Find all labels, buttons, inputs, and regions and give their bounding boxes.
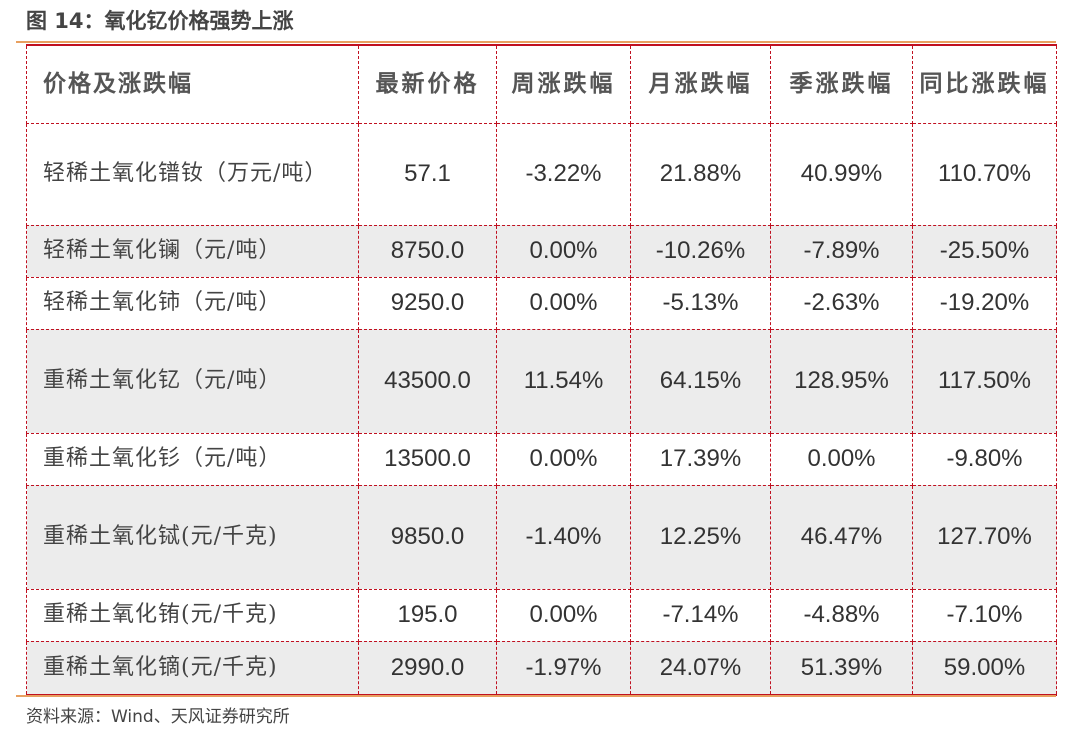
row-month: 24.07% xyxy=(630,640,771,696)
table-row: 重稀土氧化铕(元/千克) 195.0 0.00% -7.14% -4.88% -… xyxy=(26,588,1057,642)
figure-title: 图 14：氧化钇价格强势上涨 xyxy=(26,9,294,33)
header-cell-month: 月涨跌幅 xyxy=(630,44,771,124)
row-quarter: 46.47% xyxy=(770,484,913,590)
header-cell-price: 最新价格 xyxy=(358,44,497,124)
row-week: -1.40% xyxy=(496,484,631,590)
row-name: 重稀土氧化铕(元/千克) xyxy=(26,588,359,642)
row-name: 轻稀土氧化镨钕（万元/吨） xyxy=(26,122,359,226)
row-yoy: -25.50% xyxy=(912,224,1057,278)
row-yoy: 59.00% xyxy=(912,640,1057,696)
row-name: 轻稀土氧化铈（元/吨） xyxy=(26,276,359,330)
row-yoy: -19.20% xyxy=(912,276,1057,330)
table-row: 重稀土氧化镝(元/千克) 2990.0 -1.97% 24.07% 51.39%… xyxy=(26,640,1057,696)
row-price: 43500.0 xyxy=(358,328,497,434)
row-name: 轻稀土氧化镧（元/吨） xyxy=(26,224,359,278)
row-quarter: -4.88% xyxy=(770,588,913,642)
row-week: -3.22% xyxy=(496,122,631,226)
table-row: 重稀土氧化钐（元/吨） 13500.0 0.00% 17.39% 0.00% -… xyxy=(26,432,1057,486)
header-cell-quarter: 季涨跌幅 xyxy=(770,44,913,124)
header-cell-yoy: 同比涨跌幅 xyxy=(912,44,1057,124)
table-row: 重稀土氧化铽(元/千克) 9850.0 -1.40% 12.25% 46.47%… xyxy=(26,484,1057,590)
row-name: 重稀土氧化钐（元/吨） xyxy=(26,432,359,486)
table-row: 重稀土氧化钇（元/吨） 43500.0 11.54% 64.15% 128.95… xyxy=(26,328,1057,434)
bottom-rule xyxy=(16,695,1056,697)
row-price: 8750.0 xyxy=(358,224,497,278)
row-quarter: 0.00% xyxy=(770,432,913,486)
row-week: 11.54% xyxy=(496,328,631,434)
row-name: 重稀土氧化铽(元/千克) xyxy=(26,484,359,590)
header-row: 价格及涨跌幅 最新价格 周涨跌幅 月涨跌幅 季涨跌幅 同比涨跌幅 xyxy=(26,44,1057,124)
row-price: 2990.0 xyxy=(358,640,497,696)
row-price: 195.0 xyxy=(358,588,497,642)
row-week: 0.00% xyxy=(496,224,631,278)
row-price: 9250.0 xyxy=(358,276,497,330)
row-name: 重稀土氧化钇（元/吨） xyxy=(26,328,359,434)
row-week: 0.00% xyxy=(496,432,631,486)
row-week: 0.00% xyxy=(496,588,631,642)
row-yoy: 117.50% xyxy=(912,328,1057,434)
row-name: 重稀土氧化镝(元/千克) xyxy=(26,640,359,696)
row-month: -10.26% xyxy=(630,224,771,278)
row-week: 0.00% xyxy=(496,276,631,330)
row-price: 13500.0 xyxy=(358,432,497,486)
row-quarter: -7.89% xyxy=(770,224,913,278)
row-month: 17.39% xyxy=(630,432,771,486)
row-quarter: 128.95% xyxy=(770,328,913,434)
row-month: -5.13% xyxy=(630,276,771,330)
table-row: 轻稀土氧化镨钕（万元/吨） 57.1 -3.22% 21.88% 40.99% … xyxy=(26,122,1057,226)
header-cell-week: 周涨跌幅 xyxy=(496,44,631,124)
row-month: 12.25% xyxy=(630,484,771,590)
row-yoy: -7.10% xyxy=(912,588,1057,642)
row-month: 64.15% xyxy=(630,328,771,434)
row-week: -1.97% xyxy=(496,640,631,696)
price-table: 价格及涨跌幅 最新价格 周涨跌幅 月涨跌幅 季涨跌幅 同比涨跌幅 轻稀土氧化镨钕… xyxy=(26,44,1057,696)
table-row: 轻稀土氧化镧（元/吨） 8750.0 0.00% -10.26% -7.89% … xyxy=(26,224,1057,278)
top-rule xyxy=(16,41,1056,43)
row-month: -7.14% xyxy=(630,588,771,642)
row-month: 21.88% xyxy=(630,122,771,226)
row-yoy: 127.70% xyxy=(912,484,1057,590)
header-cell-name: 价格及涨跌幅 xyxy=(26,44,359,124)
row-yoy: 110.70% xyxy=(912,122,1057,226)
table-row: 轻稀土氧化铈（元/吨） 9250.0 0.00% -5.13% -2.63% -… xyxy=(26,276,1057,330)
row-quarter: -2.63% xyxy=(770,276,913,330)
row-price: 9850.0 xyxy=(358,484,497,590)
row-yoy: -9.80% xyxy=(912,432,1057,486)
row-quarter: 40.99% xyxy=(770,122,913,226)
row-price: 57.1 xyxy=(358,122,497,226)
source-note: 资料来源：Wind、天风证券研究所 xyxy=(26,707,290,727)
row-quarter: 51.39% xyxy=(770,640,913,696)
